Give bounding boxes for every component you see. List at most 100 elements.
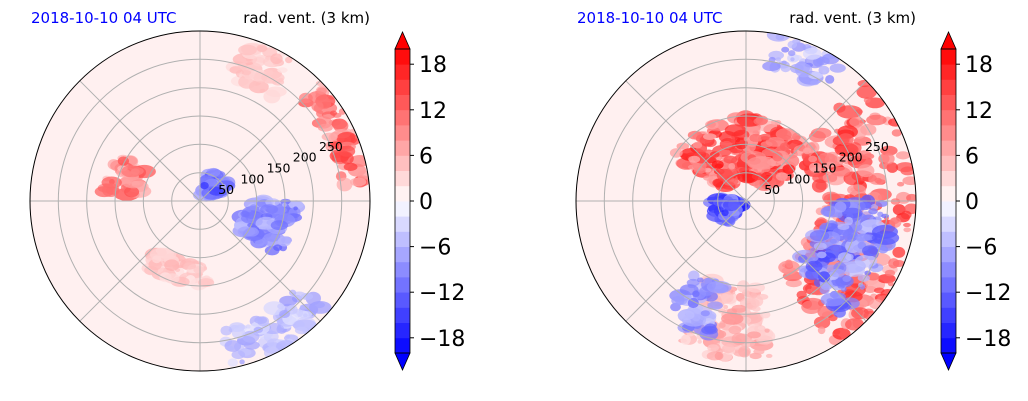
colorbar-level [941,125,956,141]
radial-tick-label: 250 [865,139,889,154]
panel-left-time-title: 2018-10-10 04 UTC [31,9,177,27]
radial-tick-label: 100 [240,171,264,186]
field-blob [878,194,885,200]
field-blob [818,327,826,335]
field-blob [278,236,291,246]
field-blob [807,289,812,293]
field-blob [747,157,771,170]
field-blob [753,349,764,355]
field-blob [822,70,826,74]
colorbar-level [395,125,410,141]
field-blob [761,136,770,140]
field-blob [693,142,702,149]
field-blob [707,344,719,351]
colorbar-left: −18 −12 −6 0 6 12 18 [395,32,465,370]
field-blob [728,163,735,170]
panel-left-variable-title: rad. vent. (3 km) [243,9,370,27]
colorbar-level [395,49,410,65]
field-blob [830,269,845,278]
field-blob [123,177,145,189]
colorbar-level [941,140,956,156]
colorbar-extend-min [941,353,956,370]
field-blob [845,318,864,330]
field-blob [902,176,918,185]
colorbar-tick-label: −18 [965,327,1011,352]
panel-right-variable-title: rad. vent. (3 km) [789,9,916,27]
field-blob [862,245,878,256]
panel-right-time-title: 2018-10-10 04 UTC [577,9,723,27]
field-blob [688,131,702,140]
field-blob [788,41,798,49]
field-blob [704,323,717,333]
colorbar-level [941,292,956,308]
field-blob [750,293,757,299]
field-blob [692,291,699,298]
field-blob [758,326,765,330]
colorbar-tick-label: 18 [419,53,447,78]
colorbar-tick-label: 12 [965,99,993,124]
radial-tick-label: 150 [813,161,837,176]
colorbar-extend-max [395,32,410,49]
field-blob [722,344,735,353]
colorbar-level [395,171,410,187]
field-blob [703,133,716,140]
field-blob [238,45,257,56]
colorbar-tick-label: −6 [965,236,997,261]
field-blob [864,311,878,320]
field-blob [805,269,820,280]
field-blob [270,53,282,64]
field-blob [226,346,234,351]
colorbar-level [941,201,956,217]
field-blob [254,316,267,324]
field-blob [794,55,802,61]
field-blob [183,262,196,269]
field-blob [688,156,700,163]
field-blob [221,326,233,336]
field-blob [303,313,308,317]
colorbar-level [395,216,410,232]
colorbar-extend-min [395,353,410,370]
field-blob [715,352,724,360]
colorbar-level [941,262,956,278]
figure: 2018-10-10 04 UTC rad. vent. (3 km) 5010… [0,0,1028,401]
field-blob [152,255,161,263]
polar-panel-left: 2018-10-10 04 UTC rad. vent. (3 km) 5010… [30,9,371,371]
colorbar-level [395,140,410,156]
field-blob [317,87,327,94]
field-blob [707,281,732,294]
field-blob [337,178,353,192]
field-blob [244,227,259,236]
field-blob [881,214,889,219]
field-blob [903,223,911,227]
field-blob [821,293,846,307]
radial-tick-label: 100 [786,171,810,186]
field-blob [778,261,800,275]
colorbar-level [395,262,410,278]
field-blob [838,284,845,288]
colorbar-tick-label: −6 [419,236,451,261]
field-blob [812,179,827,192]
colorbar-level [395,110,410,126]
field-blob [888,118,903,127]
field-blob [344,163,358,171]
colorbar-level [395,307,410,323]
field-blob [228,358,238,366]
field-blob [896,151,910,159]
field-blob [257,46,267,52]
radial-tick-label: 150 [267,161,291,176]
field-blob [710,151,720,157]
field-blob [869,299,884,309]
field-blob [834,202,846,213]
colorbar-level [395,247,410,263]
colorbar-level [395,64,410,80]
field-blob [788,50,795,56]
field-blob [293,206,298,210]
field-blob [897,182,904,187]
colorbar-right: −18 −12 −6 0 6 12 18 [941,32,1011,370]
colorbar-level [941,216,956,232]
field-blob [790,57,794,61]
field-blob [242,70,251,75]
field-blob [803,148,812,155]
field-blob [857,164,874,177]
field-blob [277,67,287,73]
